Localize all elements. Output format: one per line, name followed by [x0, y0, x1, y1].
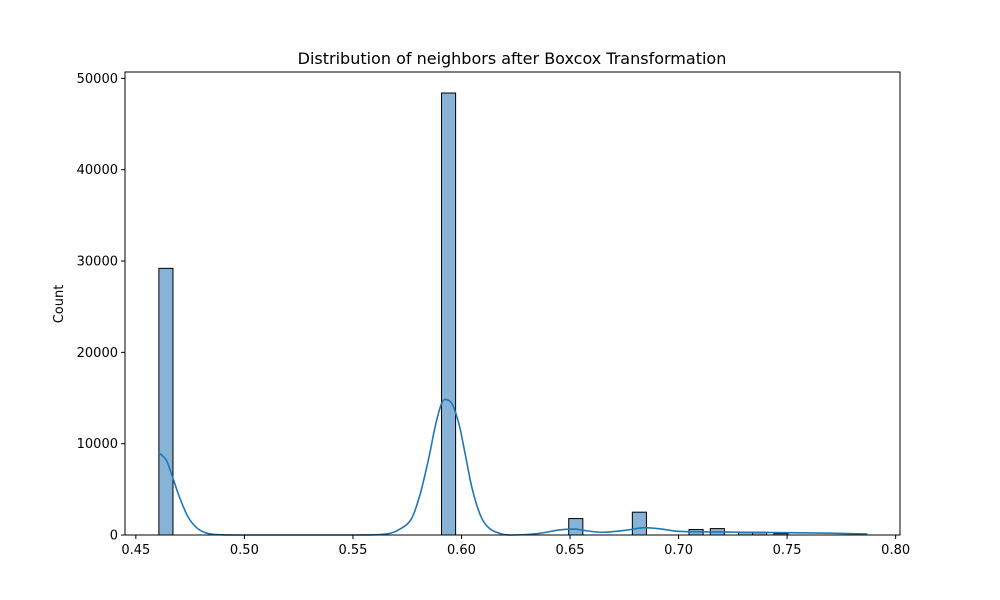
x-tick-label: 0.80 [881, 543, 910, 558]
axes-frame [124, 71, 901, 536]
x-tick-label: 0.45 [121, 543, 150, 558]
y-axis-ticks: 0 10000 20000 30000 40000 50000 [77, 72, 125, 544]
histogram-bars [158, 92, 789, 536]
kde-line [158, 398, 868, 536]
x-tick-label: 0.60 [447, 543, 476, 558]
x-tick-label: 0.75 [773, 543, 802, 558]
x-tick-label: 0.70 [664, 543, 693, 558]
plot-frame [124, 71, 901, 536]
histogram-bar [441, 92, 457, 536]
kde-curve-group [158, 398, 868, 536]
y-tick-label: 0 [110, 529, 118, 544]
histogram-bar [158, 267, 174, 536]
x-tick-label: 0.65 [556, 543, 585, 558]
x-axis-ticks: 0.45 0.50 0.55 0.60 0.65 0.70 0.75 0.80 [121, 535, 910, 558]
y-tick-label: 30000 [77, 255, 118, 270]
chart-title: Distribution of neighbors after Boxcox T… [298, 49, 727, 68]
histogram-bar [568, 518, 584, 536]
y-tick-label: 40000 [77, 163, 118, 178]
y-tick-label: 10000 [77, 437, 118, 452]
x-tick-label: 0.55 [338, 543, 367, 558]
y-tick-label: 50000 [77, 72, 118, 87]
x-tick-label: 0.50 [230, 543, 259, 558]
y-axis-label: Count [52, 285, 67, 324]
y-tick-label: 20000 [77, 346, 118, 361]
histogram-bar [631, 511, 647, 536]
